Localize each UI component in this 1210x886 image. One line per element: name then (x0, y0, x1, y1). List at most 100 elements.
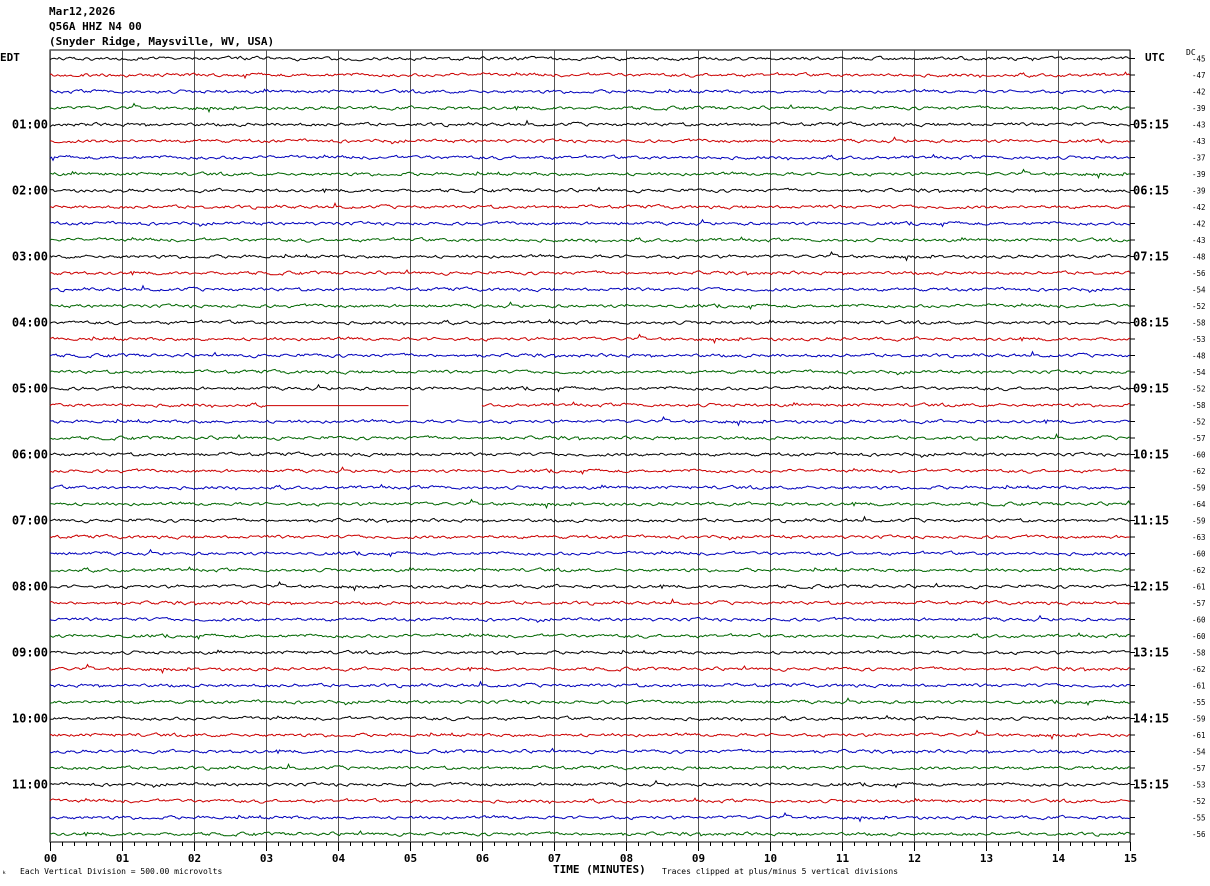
dc-offset-label: -52 (1192, 797, 1206, 806)
dc-offset-label: -42 (1192, 220, 1206, 229)
trace-line (49, 566, 1131, 573)
dc-offset-label: -56 (1192, 830, 1206, 839)
plot-frame (49, 49, 1131, 843)
dc-offset-label: -48 (1192, 253, 1206, 262)
right-hour-label: 11:15 (1133, 514, 1169, 528)
trace-line (49, 515, 1131, 524)
x-tick-label: 12 (908, 852, 921, 865)
x-tick-label: 15 (1124, 852, 1137, 865)
left-hour-label: 01:00 (12, 118, 48, 132)
trace-line (49, 202, 1131, 210)
dc-offset-label: -37 (1192, 154, 1206, 163)
right-hour-label: 05:15 (1133, 118, 1169, 132)
x-tick-label: 05 (404, 852, 417, 865)
dc-offset-label: -56 (1192, 269, 1206, 278)
trace-line (49, 451, 1130, 458)
dc-offset-label: -43 (1192, 121, 1206, 130)
trace-line (49, 830, 1131, 837)
dc-offset-label: -52 (1192, 302, 1206, 311)
trace-line (49, 333, 1131, 345)
date-label: Mar12,2026 (49, 5, 116, 18)
left-hour-label: 04:00 (12, 316, 48, 330)
right-hour-label: 09:15 (1133, 382, 1169, 396)
trace-line (49, 433, 1130, 441)
trace-line (49, 168, 1131, 180)
x-tick-label: 00 (44, 852, 57, 865)
dc-offset-label: -53 (1192, 335, 1206, 344)
left-hour-label: 09:00 (12, 646, 48, 660)
dc-offset-label: -52 (1192, 418, 1206, 427)
dc-offset-label: -61 (1192, 583, 1206, 592)
dc-offset-label: -43 (1192, 236, 1206, 245)
trace-line (49, 649, 1131, 656)
dc-offset-label: -57 (1192, 599, 1206, 608)
dc-offset-label: -58 (1192, 401, 1206, 410)
trace-line (49, 136, 1131, 145)
dc-offset-label: -60 (1192, 632, 1206, 641)
trace-line (49, 580, 1131, 592)
trace-line (49, 269, 1131, 276)
x-tick-label: 14 (1052, 852, 1066, 865)
dc-offset-label: -62 (1192, 467, 1206, 476)
chart-labels: 00 01 02 03 04 05 06 07 08 09 10 11 12 13 14 15 -45 -47 -4… (12, 55, 1206, 866)
x-tick-label: 01 (116, 852, 130, 865)
trace-line (49, 402, 409, 409)
dc-offset-label: -61 (1192, 682, 1206, 691)
trace-line (49, 697, 1130, 707)
trace-line (49, 811, 1131, 823)
trace-line (49, 153, 1131, 162)
dc-offset-label: -60 (1192, 451, 1206, 460)
dc-offset-label: -59 (1192, 715, 1206, 724)
right-hour-label: 12:15 (1133, 580, 1169, 594)
x-axis-title: TIME (MINUTES) (553, 863, 646, 876)
trace-line (49, 729, 1131, 741)
trace-line (481, 401, 1131, 408)
x-tick-label: 02 (188, 852, 201, 865)
x-tick-label: 09 (692, 852, 705, 865)
trace-line (50, 102, 1131, 114)
left-hour-label: 05:00 (12, 382, 48, 396)
x-tick-label: 07 (548, 852, 561, 865)
left-hour-label: 02:00 (12, 184, 48, 198)
x-tick-label: 06 (476, 852, 490, 865)
seismic-traces (49, 55, 1131, 837)
trace-line (49, 250, 1131, 262)
location-label: (Snyder Ridge, Maysville, WV, USA) (49, 35, 275, 48)
dc-offset-label: -55 (1192, 814, 1206, 823)
trace-line (49, 236, 1131, 244)
right-hour-label: 14:15 (1133, 712, 1169, 726)
trace-line (49, 483, 1131, 491)
left-hour-label: 10:00 (12, 712, 48, 726)
time-grid (49, 49, 1135, 851)
x-tick-label: 13 (980, 852, 993, 865)
trace-line (49, 680, 1131, 689)
trace-line (49, 747, 1130, 755)
clip-note: Traces clipped at plus/minus 5 vertical … (662, 867, 899, 876)
dc-offset-label: -58 (1192, 319, 1206, 328)
dc-offset-label: -47 (1192, 71, 1206, 80)
trace-line (49, 88, 1131, 95)
trace-line (49, 598, 1131, 606)
vertical-scale-note: Each Vertical Division = 500.00 microvol… (20, 867, 223, 876)
trace-line (49, 797, 1131, 805)
trace-line (49, 498, 1131, 510)
right-hour-label: 10:15 (1133, 448, 1169, 462)
right-hour-label: 13:15 (1133, 646, 1169, 660)
dc-offset-label: -45 (1192, 55, 1206, 64)
trace-line (49, 55, 1131, 62)
trace-line (49, 350, 1131, 359)
dc-offset-label: -59 (1192, 484, 1206, 493)
trace-line (49, 383, 1131, 393)
dc-offset-label: -60 (1192, 550, 1206, 559)
dc-offset-label: -61 (1192, 731, 1206, 740)
trace-line (49, 71, 1131, 80)
corner-mark: ₖ (2, 867, 7, 876)
trace-line (49, 763, 1131, 771)
trace-line (49, 284, 1131, 293)
dc-offset-label: -57 (1192, 764, 1206, 773)
dc-offset-label: -59 (1192, 517, 1206, 526)
trace-line (49, 368, 1131, 376)
x-tick-label: 11 (836, 852, 850, 865)
trace-line (49, 779, 1131, 789)
trace-line (49, 218, 1131, 228)
